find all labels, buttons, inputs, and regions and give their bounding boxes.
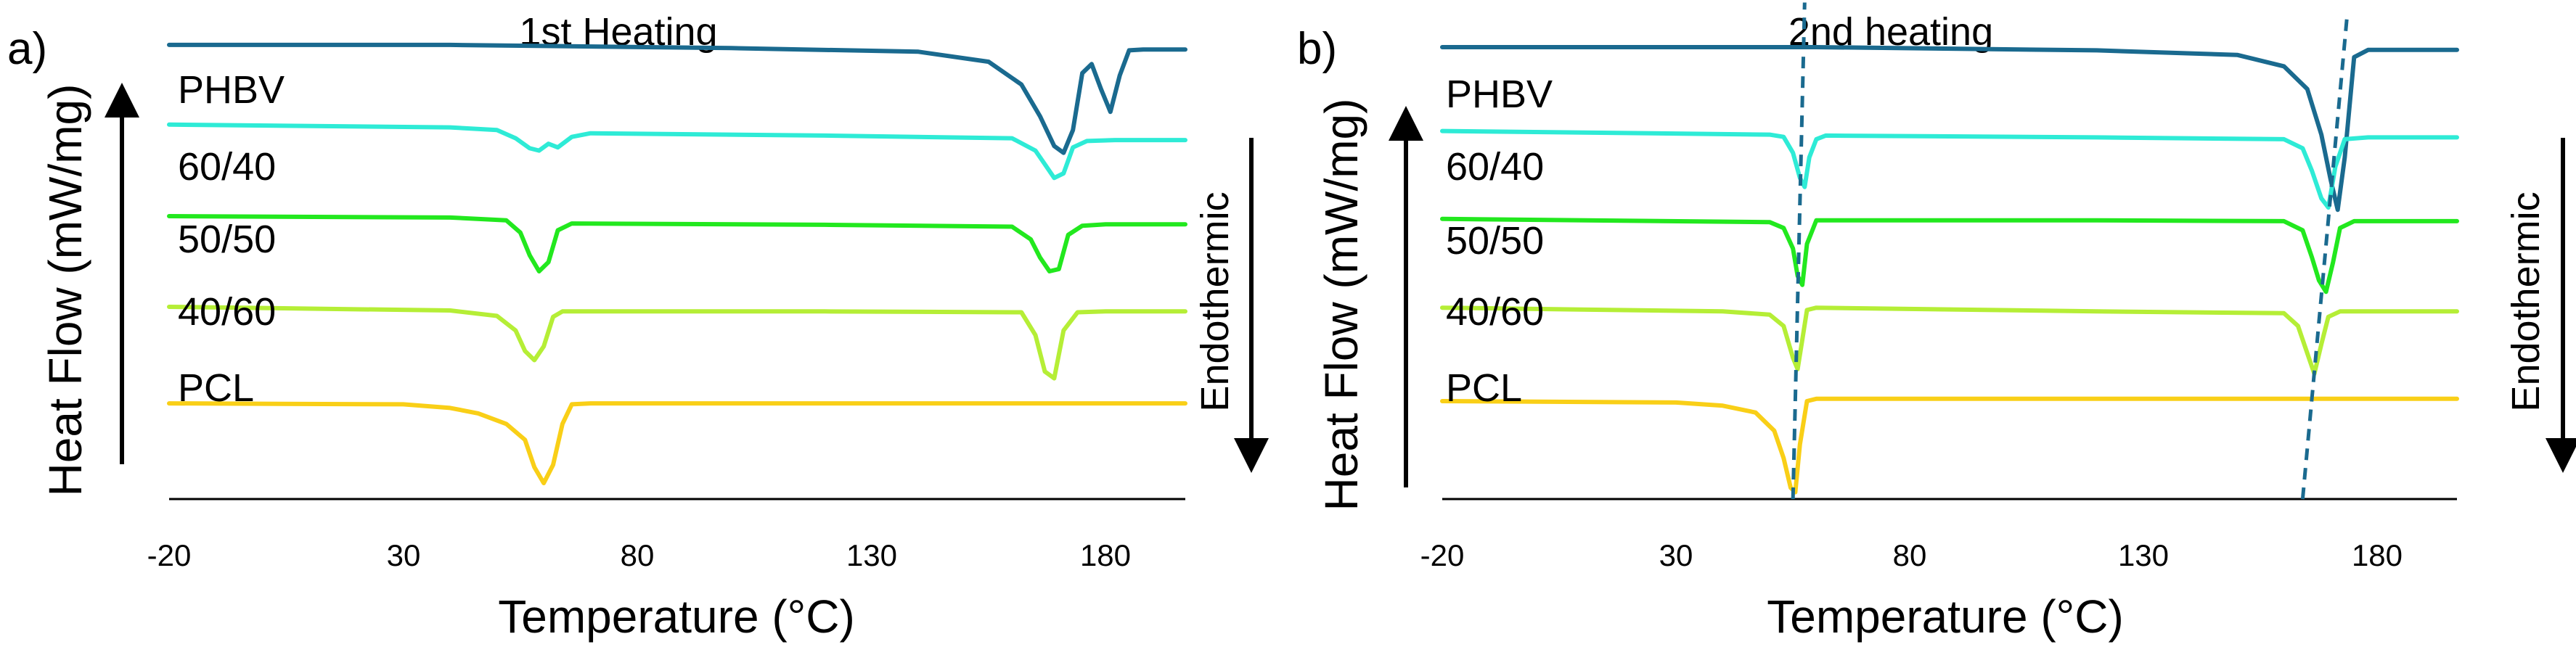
panel-b-series-label-pcl: PCL: [1446, 366, 1522, 410]
series-line-50-50: [167, 214, 1187, 273]
series-line-40-60: [167, 305, 1187, 381]
panel-b-x-tick-label: 130: [2118, 538, 2169, 572]
panel-a-series-label-pcl: PCL: [178, 366, 254, 410]
panel-b-series-label-50-50: 50/50: [1446, 219, 1544, 263]
series-line-50-50: [1440, 216, 2459, 294]
panel-b-series-label-phbv: PHBV: [1446, 73, 1553, 116]
panel-a-series-label-50-50: 50/50: [178, 218, 276, 261]
panel-a-label: a): [7, 24, 47, 74]
panel-a-x-tick-label: 180: [1080, 538, 1131, 572]
series-line-phbv: [1440, 45, 2459, 213]
series-line-pcl: [167, 401, 1187, 485]
panel-b-x-axis-title: Temperature (°C): [1767, 590, 2124, 643]
series-line-pcl: [1440, 396, 2459, 495]
panel-b: b) 2nd heating Heat Flow (mW/mg) PHBV 60…: [1297, 2, 2576, 643]
panel-b-series-label-40-60: 40/60: [1446, 290, 1544, 334]
panel-a-x-tick-label: 30: [387, 538, 421, 572]
panel-a-series-label-40-60: 40/60: [178, 290, 276, 334]
panel-a-series-label-phbv: PHBV: [178, 68, 285, 112]
panel-b-x-tick-label: -20: [1420, 538, 1465, 572]
panel-a-x-tick-label: 130: [846, 538, 897, 572]
series-line-60-40: [167, 122, 1187, 181]
series-line-phbv: [167, 42, 1187, 155]
guide-dashed-line-2: [2300, 16, 2350, 500]
panel-a: a) 1st Heating Heat Flow (mW/mg) PHBV 60…: [7, 10, 1269, 643]
panel-a-y-axis-title: Heat Flow (mW/mg): [39, 84, 91, 497]
panel-b-endothermic-label: Endothermic: [2504, 191, 2548, 411]
panel-a-plot-area: [167, 42, 1187, 485]
panel-b-plot-area: [1440, 2, 2459, 500]
guide-dashed-line-1: [1791, 2, 1807, 500]
series-line-60-40: [1440, 128, 2459, 210]
panel-a-series-label-60-40: 60/40: [178, 145, 276, 189]
panel-b-x-tick-label: 180: [2352, 538, 2403, 572]
panel-b-x-tick-label: 80: [1893, 538, 1927, 572]
panel-a-x-tick-label: -20: [147, 538, 192, 572]
panel-b-label: b): [1297, 24, 1337, 74]
panel-a-x-tick-label: 80: [621, 538, 655, 572]
panel-a-endothermic-label: Endothermic: [1193, 191, 1237, 411]
panel-b-y-axis-title: Heat Flow (mW/mg): [1315, 99, 1367, 511]
panel-b-x-tick-label: 30: [1659, 538, 1693, 572]
series-line-40-60: [1440, 305, 2459, 376]
panel-b-series-label-60-40: 60/40: [1446, 145, 1544, 189]
panel-a-x-axis-title: Temperature (°C): [498, 590, 855, 643]
